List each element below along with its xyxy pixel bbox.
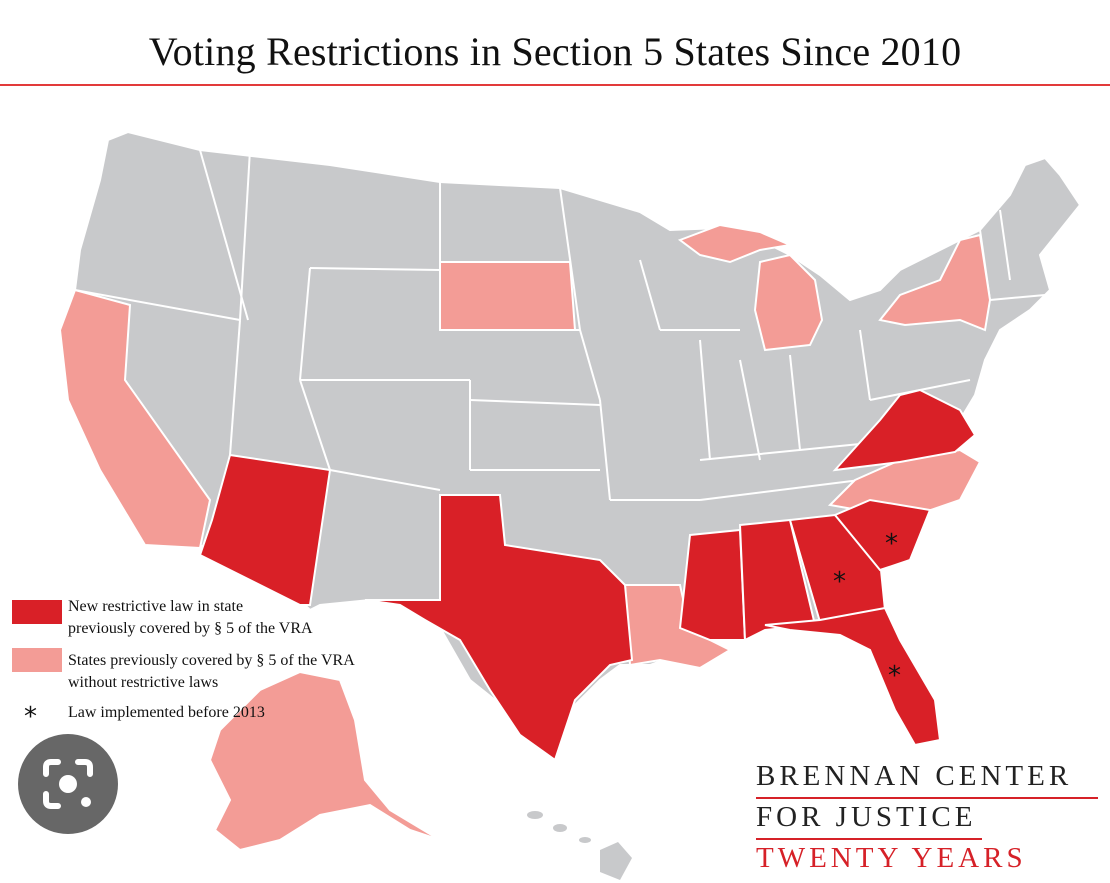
covered-swatch	[12, 648, 62, 672]
brand-line-2: FOR JUSTICE	[756, 801, 977, 833]
asterisk-georgia: *	[833, 567, 846, 597]
lens-camera-icon	[43, 759, 93, 809]
lens-camera-button[interactable]	[18, 734, 118, 834]
state-california	[58, 288, 212, 550]
title-divider	[0, 84, 1110, 86]
state-michigan-lower	[753, 253, 824, 352]
asterisk-label: Law implemented before 2013	[68, 704, 265, 721]
state-michigan-upper	[677, 223, 794, 264]
brand-line-1: BRENNAN CENTER	[756, 760, 1073, 792]
covered-label-2: without restrictive laws	[68, 674, 219, 691]
state-arizona	[198, 453, 332, 606]
state-texas	[364, 494, 634, 762]
brennan-center-logo: BRENNAN CENTER FOR JUSTICE TWENTY YEARS	[756, 760, 1100, 875]
restrictive-label-2: previously covered by § 5 of the VRA	[68, 620, 313, 637]
restrictive-label-1: New restrictive law in state	[68, 598, 244, 615]
brand-rule-1	[756, 797, 1098, 799]
asterisk-symbol: *	[24, 702, 37, 732]
brand-line-3: TWENTY YEARS	[756, 842, 1027, 874]
state-louisiana	[623, 584, 733, 670]
covered-label-1: States previously covered by § 5 of the …	[68, 652, 355, 669]
brand-rule-2	[756, 838, 982, 840]
state-virginia	[832, 388, 977, 472]
asterisk-south-carolina: *	[885, 529, 898, 559]
covered-states	[58, 223, 992, 852]
restrictive-swatch	[12, 600, 62, 624]
state-florida	[764, 606, 942, 747]
state-south-dakota	[439, 261, 577, 331]
state-alaska	[208, 670, 441, 852]
state-south-carolina	[833, 498, 932, 572]
page-title: Voting Restrictions in Section 5 States …	[148, 29, 962, 74]
asterisk-florida: *	[888, 661, 901, 691]
state-mississippi	[678, 528, 747, 641]
state-hawaii	[527, 811, 632, 880]
state-new-york	[878, 233, 992, 332]
restrictive-states	[198, 388, 977, 762]
